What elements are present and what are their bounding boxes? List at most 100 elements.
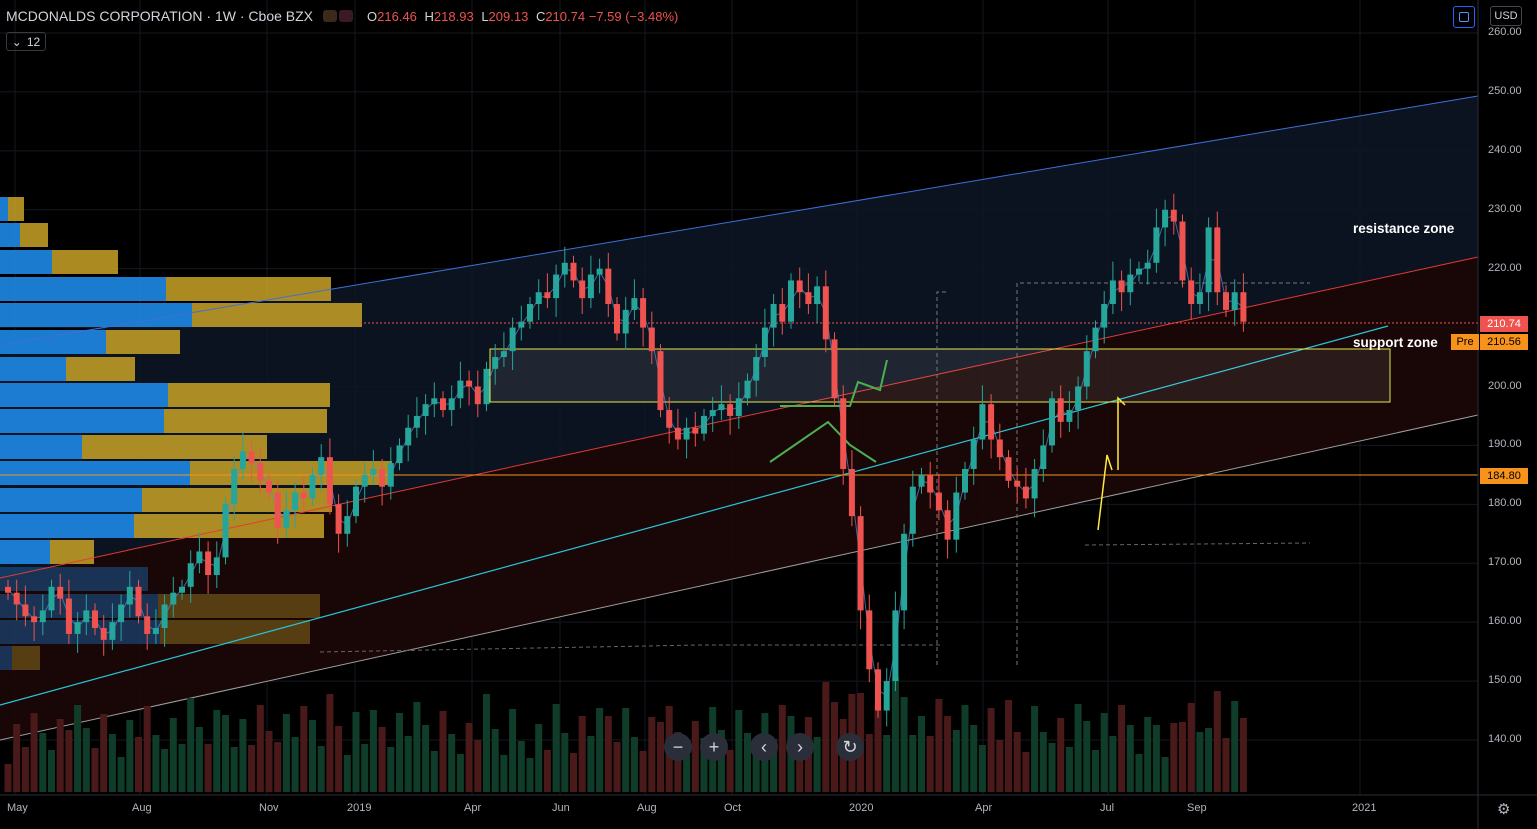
- volume-bar: [1074, 704, 1082, 792]
- candle-body: [5, 586, 11, 593]
- price-axis-label: 260.00: [1488, 26, 1522, 38]
- volume-bar: [422, 725, 430, 792]
- last-price-tag: 210.74: [1480, 316, 1528, 332]
- candle-body: [875, 669, 881, 711]
- chart-header: MCDONALDS CORPORATION · 1W · Cboe BZX O2…: [6, 8, 678, 24]
- candle-body: [1188, 280, 1195, 305]
- symbol-title[interactable]: MCDONALDS CORPORATION · 1W · Cboe BZX: [6, 8, 314, 24]
- volume-bar: [213, 710, 221, 792]
- candles: [5, 193, 1247, 727]
- candle-body: [405, 427, 412, 446]
- chevron-left-icon[interactable]: ‹: [750, 733, 778, 761]
- candle-body: [1083, 351, 1090, 387]
- candle-body: [709, 410, 716, 416]
- candle-body: [1153, 227, 1160, 263]
- reset-icon[interactable]: ↻: [836, 733, 864, 761]
- zoom-in-icon[interactable]: +: [700, 733, 728, 761]
- candle-body: [100, 628, 107, 640]
- interval-dropdown[interactable]: ⌄ 12: [6, 32, 46, 51]
- zoom-out-icon[interactable]: −: [664, 733, 692, 761]
- fullscreen-icon[interactable]: [1453, 6, 1475, 28]
- resistance-zone-label: resistance zone: [1353, 221, 1455, 236]
- volume-bar: [1118, 705, 1126, 792]
- volume-profile-row-down: [52, 250, 118, 274]
- volume-profile-row-down: [12, 646, 40, 670]
- volume-bar: [1048, 743, 1056, 792]
- data-status-icon[interactable]: [339, 10, 354, 22]
- candle-body: [1101, 304, 1108, 328]
- volume-bar: [1013, 732, 1021, 792]
- volume-bar: [143, 706, 151, 792]
- currency-button[interactable]: USD: [1490, 6, 1522, 26]
- candle-body: [909, 486, 916, 534]
- volume-bar: [1083, 721, 1091, 792]
- volume-bar: [1135, 754, 1143, 792]
- candle-body: [1136, 268, 1142, 275]
- volume-bar: [987, 708, 995, 792]
- price-axis-label: 230.00: [1488, 202, 1522, 215]
- candle-body: [848, 468, 855, 517]
- gear-icon[interactable]: ⚙: [1497, 801, 1511, 818]
- candle-body: [448, 398, 455, 411]
- volume-bar: [335, 726, 343, 792]
- volume-profile-row-up: [0, 223, 20, 247]
- volume-profile-row-down: [50, 540, 94, 564]
- time-axis-label: Aug: [637, 802, 657, 814]
- candle-body: [614, 304, 620, 334]
- candle-body: [292, 492, 299, 511]
- volume-bar: [135, 737, 142, 792]
- volume-bar: [1205, 728, 1213, 792]
- volume-bar: [74, 705, 82, 792]
- volume-bar: [517, 741, 525, 792]
- candle-body: [561, 262, 568, 275]
- volume-bar: [796, 754, 804, 792]
- candle-body: [274, 492, 281, 528]
- candle-body: [413, 415, 420, 428]
- candle-body: [466, 380, 473, 387]
- volume-bar: [1170, 723, 1178, 792]
- volume-profile-row-down: [164, 409, 327, 433]
- candle-body: [805, 292, 812, 305]
- candle-body: [152, 628, 159, 634]
- volume-bar: [500, 755, 508, 792]
- candle-body: [213, 557, 220, 576]
- volume-profile-row-down: [158, 594, 320, 618]
- volume-bar: [526, 758, 534, 792]
- market-status-icon[interactable]: [323, 10, 338, 22]
- volume-bar: [1022, 752, 1030, 792]
- candle-body: [440, 398, 446, 411]
- chevron-right-icon[interactable]: ›: [786, 733, 814, 761]
- candle-body: [892, 610, 899, 682]
- candle-body: [39, 610, 46, 623]
- volume-profile-row-up: [0, 514, 134, 538]
- candle-body: [579, 280, 586, 299]
- volume-profile-row-up: [0, 250, 52, 274]
- volume-bar: [91, 748, 99, 792]
- volume-bar: [274, 742, 282, 792]
- time-axis-label: Oct: [724, 802, 742, 814]
- candle-body: [996, 439, 1003, 458]
- volume-bar: [578, 716, 586, 792]
- candle-body: [283, 510, 290, 528]
- volume-bar: [561, 733, 569, 792]
- status-icons[interactable]: [323, 10, 354, 22]
- candle-body: [866, 610, 873, 670]
- time-axis-label: Jun: [552, 802, 570, 814]
- candle-body: [1118, 280, 1125, 293]
- support-zone-label: support zone: [1353, 335, 1438, 350]
- candle-body: [1231, 292, 1238, 310]
- volume-bar: [65, 730, 73, 792]
- volume-bar: [387, 747, 395, 792]
- candle-body: [683, 427, 690, 440]
- time-axis-label: Aug: [132, 802, 152, 814]
- candle-body: [1196, 292, 1203, 305]
- volume-bar: [700, 738, 708, 792]
- candle-body: [135, 586, 142, 617]
- volume-bar: [648, 717, 656, 792]
- volume-bar: [726, 750, 734, 792]
- volume-bar: [961, 705, 969, 792]
- candle-body: [266, 480, 272, 493]
- volume-bar: [222, 715, 229, 792]
- candle-body: [1092, 327, 1099, 352]
